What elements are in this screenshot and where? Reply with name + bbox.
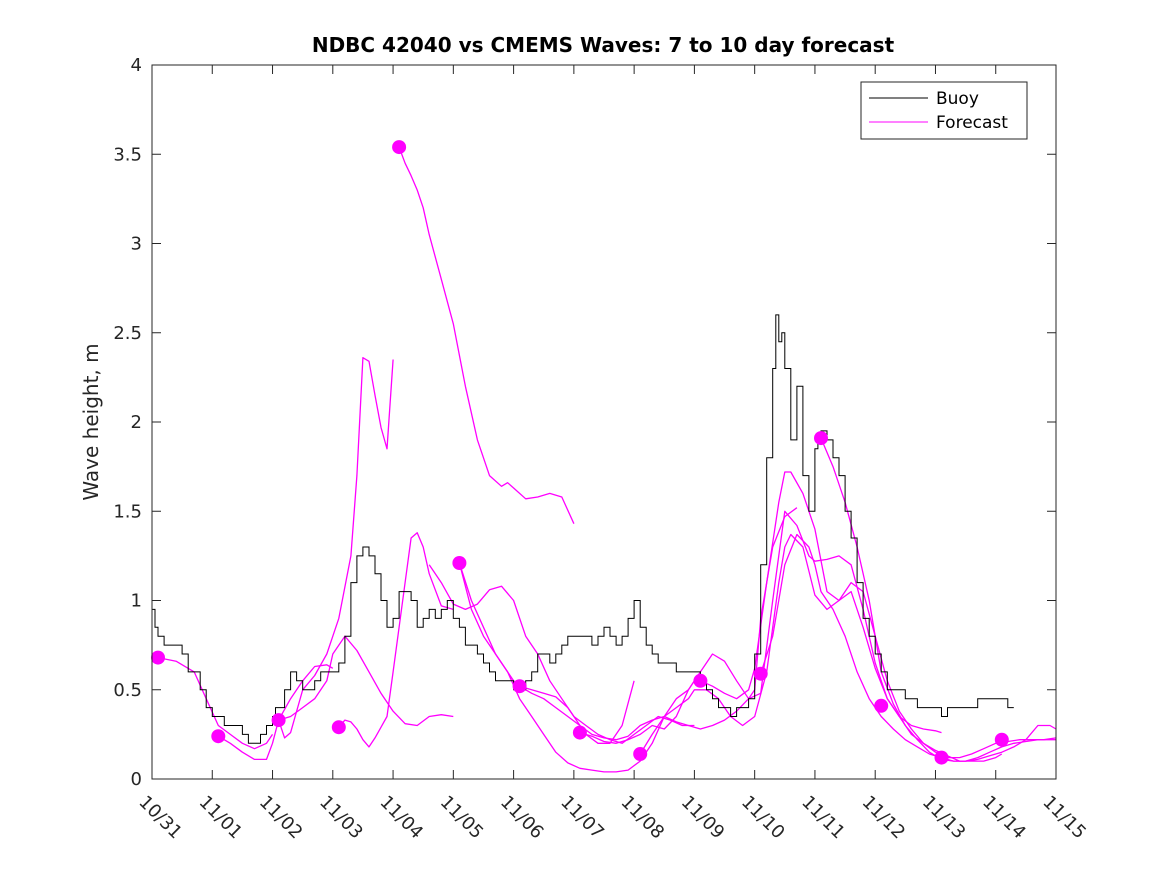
y-tick-label: 3.5 bbox=[113, 144, 142, 165]
forecast-line-9 bbox=[458, 562, 695, 773]
forecast-line-1 bbox=[157, 656, 274, 750]
forecast-marker-10 bbox=[693, 673, 708, 688]
legend: Buoy Forecast bbox=[860, 81, 1028, 140]
forecast-marker-2 bbox=[211, 729, 226, 744]
forecast-marker-15 bbox=[994, 732, 1009, 747]
forecast-line-14 bbox=[760, 533, 1057, 762]
forecast-marker-8 bbox=[572, 725, 587, 740]
legend-forecast-label: Forecast bbox=[936, 113, 1008, 133]
forecast-marker-14 bbox=[934, 750, 949, 765]
plot-background bbox=[152, 65, 1056, 779]
forecast-marker-1 bbox=[151, 650, 165, 665]
forecast-line-2 bbox=[217, 664, 334, 761]
forecast-marker-4 bbox=[331, 720, 346, 735]
forecast-marker-7 bbox=[512, 679, 527, 694]
forecast-marker-3 bbox=[271, 713, 286, 728]
tick-layer bbox=[151, 64, 1057, 780]
forecast-line-5 bbox=[398, 146, 575, 524]
y-tick-label: 3 bbox=[131, 234, 142, 255]
marker-layer bbox=[151, 140, 1009, 765]
legend-box bbox=[860, 81, 1028, 140]
forecast-line-4 bbox=[338, 532, 454, 748]
forecast-line-6 bbox=[278, 635, 454, 727]
forecast-line-7 bbox=[428, 564, 635, 744]
forecast-marker-6 bbox=[452, 556, 467, 570]
forecast-marker-9 bbox=[633, 747, 648, 761]
legend-buoy-label: Buoy bbox=[936, 89, 979, 109]
chart-title: NDBC 42040 vs CMEMS Waves: 7 to 10 day f… bbox=[312, 33, 895, 57]
forecast-marker-11 bbox=[753, 666, 768, 681]
forecast-marker-13 bbox=[874, 698, 889, 713]
buoy-line bbox=[152, 314, 1014, 744]
y-tick-label: 2.5 bbox=[113, 323, 142, 344]
y-tick-label: 1 bbox=[131, 591, 142, 612]
forecast-marker-12 bbox=[814, 431, 828, 446]
plot-area bbox=[152, 65, 1056, 779]
y-axis-tick-labels: 0 0.5 1 1.5 2 2.5 3 3.5 4 bbox=[113, 55, 142, 790]
y-axis-label: Wave height, m bbox=[79, 343, 103, 500]
y-tick-label: 1.5 bbox=[113, 501, 142, 522]
y-tick-label: 0.5 bbox=[113, 680, 142, 701]
forecast-marker-5 bbox=[392, 140, 407, 155]
y-tick-label: 2 bbox=[131, 412, 142, 433]
y-tick-label: 0 bbox=[131, 769, 142, 790]
y-tick-label: 4 bbox=[131, 55, 142, 76]
forecast-line-3 bbox=[277, 357, 394, 739]
